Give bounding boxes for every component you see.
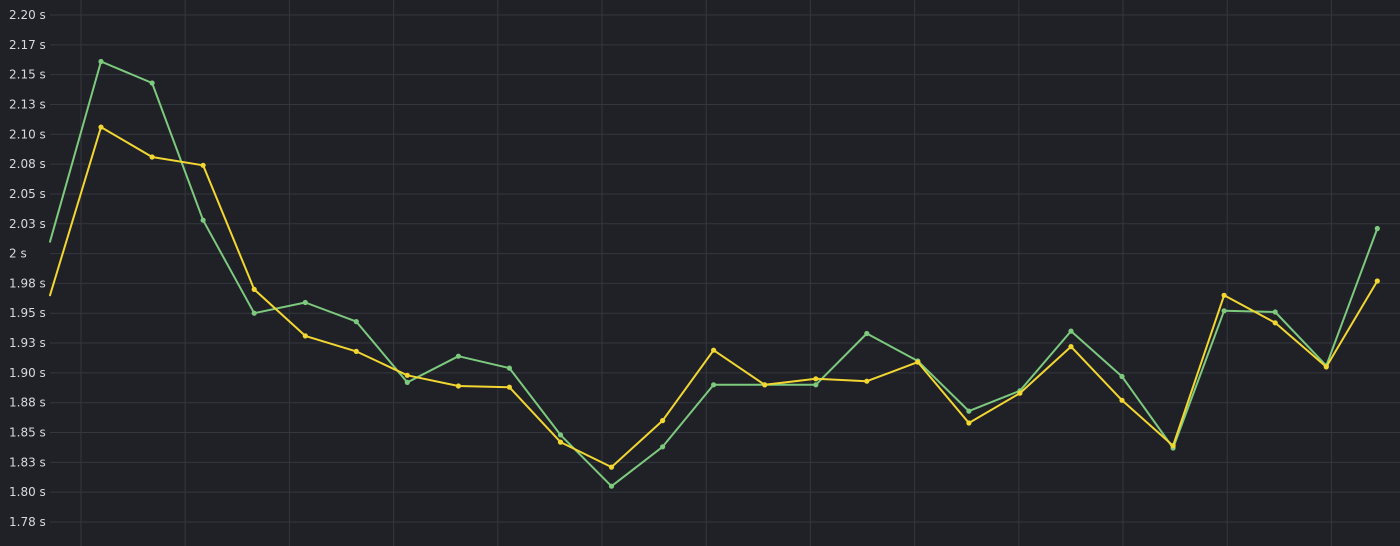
y-tick-label: 1.88 s: [9, 396, 46, 410]
data-point[interactable]: [353, 348, 359, 354]
data-point[interactable]: [1221, 308, 1227, 314]
data-point[interactable]: [864, 330, 870, 337]
data-point[interactable]: [660, 444, 666, 450]
data-point[interactable]: [251, 310, 257, 316]
data-point[interactable]: [1068, 328, 1074, 334]
y-tick-label: 2.17 s: [9, 38, 46, 52]
data-point[interactable]: [813, 382, 819, 388]
data-point[interactable]: [711, 347, 717, 353]
data-point[interactable]: [1068, 344, 1074, 350]
data-point[interactable]: [98, 58, 104, 65]
y-tick-label: 1.90 s: [9, 366, 46, 380]
data-point[interactable]: [1221, 292, 1227, 298]
data-point[interactable]: [966, 408, 972, 414]
data-point[interactable]: [1272, 309, 1278, 315]
data-point[interactable]: [864, 378, 870, 384]
data-point[interactable]: [302, 333, 308, 339]
series-line: [49, 126, 1379, 469]
y-tick-label: 1.95 s: [9, 306, 46, 320]
data-point[interactable]: [200, 162, 206, 168]
y-tick-label: 2.03 s: [9, 217, 46, 231]
series-line: [49, 60, 1379, 488]
data-point[interactable]: [1374, 278, 1380, 284]
y-tick-label: 2 s: [9, 247, 27, 261]
vertical-gridlines: [80, 0, 1332, 546]
data-point[interactable]: [1272, 320, 1278, 326]
data-point[interactable]: [813, 376, 819, 382]
data-point[interactable]: [455, 353, 461, 359]
y-tick-label: 2.08 s: [9, 157, 46, 171]
data-point[interactable]: [966, 420, 972, 426]
data-point[interactable]: [1119, 397, 1125, 403]
data-point[interactable]: [98, 124, 104, 130]
data-point[interactable]: [1374, 225, 1380, 232]
y-tick-label: 1.83 s: [9, 455, 46, 469]
y-tick-label: 1.78 s: [9, 515, 46, 529]
data-point[interactable]: [149, 80, 155, 86]
y-tick-label: 2.10 s: [9, 127, 46, 141]
data-point[interactable]: [608, 464, 615, 470]
y-tick-label: 1.93 s: [9, 336, 46, 350]
data-point[interactable]: [302, 299, 308, 306]
series-2: [49, 124, 1380, 470]
data-point[interactable]: [608, 483, 615, 489]
data-point[interactable]: [711, 382, 717, 388]
data-point[interactable]: [1170, 443, 1176, 449]
y-tick-label: 1.80 s: [9, 485, 46, 499]
data-point[interactable]: [660, 418, 666, 424]
series-layer: [49, 58, 1380, 489]
data-point[interactable]: [506, 384, 512, 390]
y-tick-label: 2.13 s: [9, 97, 46, 111]
y-tick-label: 1.98 s: [9, 276, 46, 290]
y-axis-tick-labels: 2.20 s 2.17 s 2.15 s 2.13 s 2.10 s 2.08 s 2.05…: [9, 8, 46, 529]
data-point[interactable]: [251, 286, 257, 292]
data-point[interactable]: [1119, 373, 1125, 380]
data-point[interactable]: [506, 365, 512, 371]
data-point[interactable]: [557, 439, 564, 445]
data-point[interactable]: [1323, 364, 1329, 370]
y-tick-label: 2.15 s: [9, 68, 46, 82]
data-point[interactable]: [404, 379, 410, 385]
y-tick-label: 2.05 s: [9, 187, 46, 201]
y-tick-label: 2.20 s: [9, 8, 46, 22]
data-point[interactable]: [200, 217, 206, 223]
horizontal-gridlines: [50, 14, 1400, 523]
data-point[interactable]: [149, 154, 155, 160]
data-point[interactable]: [404, 372, 410, 378]
data-point[interactable]: [557, 432, 564, 438]
y-tick-label: 1.85 s: [9, 426, 46, 440]
data-point[interactable]: [762, 382, 768, 388]
data-point[interactable]: [455, 383, 461, 389]
data-point[interactable]: [915, 359, 921, 365]
data-point[interactable]: [1017, 390, 1023, 396]
data-point[interactable]: [353, 319, 359, 325]
